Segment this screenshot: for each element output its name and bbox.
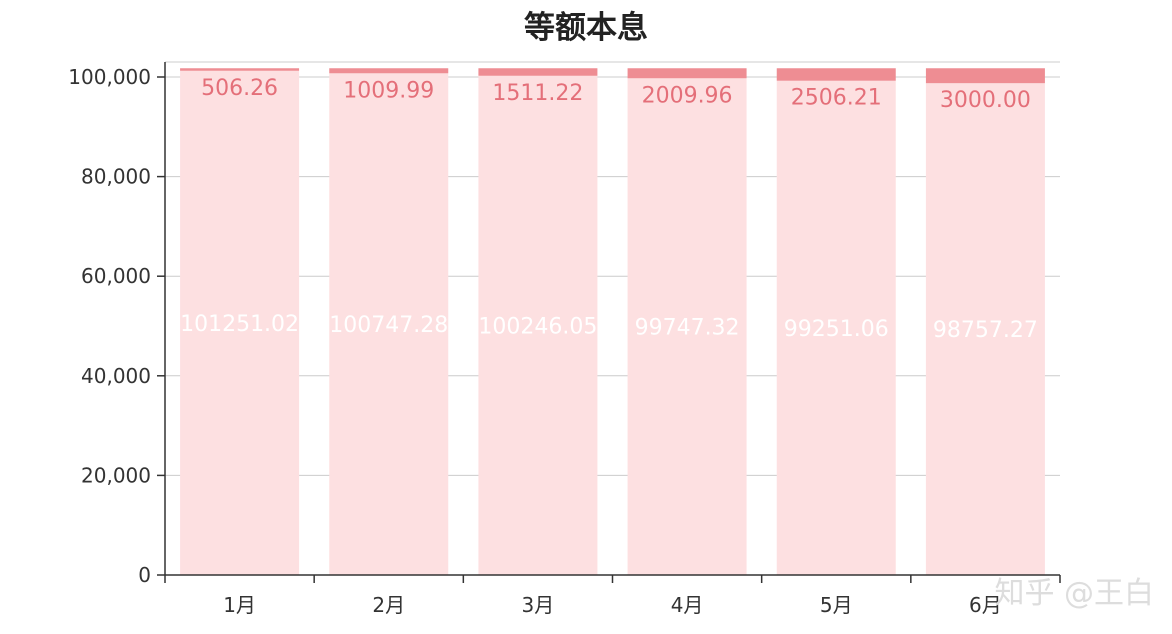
grid-lines <box>165 61 1060 476</box>
y-tick-label: 60,000 <box>81 264 151 288</box>
bar-segment <box>478 75 598 576</box>
x-tick-label: 2月 <box>372 593 405 617</box>
y-tick-label: 40,000 <box>81 364 151 388</box>
bar-segment <box>925 68 1045 84</box>
bar-segment <box>329 68 449 74</box>
data-label: 1511.22 <box>492 81 583 106</box>
bar-segment <box>776 68 896 81</box>
y-tick-label: 80,000 <box>81 165 151 189</box>
bar-segment <box>329 73 449 575</box>
y-tick-label: 0 <box>138 563 151 587</box>
x-tick-label: 5月 <box>820 593 853 617</box>
watermark: 知乎 @王白 <box>994 576 1154 611</box>
bar-segment <box>925 83 1045 576</box>
data-label: 2506.21 <box>791 86 882 111</box>
bar-segment <box>180 68 300 71</box>
data-label: 100747.28 <box>329 313 448 338</box>
data-labels: 101251.02 506.26 100747.28 1009.99 100246.05… <box>180 76 1038 343</box>
data-label: 99747.32 <box>635 316 740 341</box>
axes: 0 20,000 40,000 60,000 80,000 100,000 1月 2月 3月 4月… <box>68 62 1061 617</box>
bar-segment <box>627 78 747 575</box>
x-tick-label: 4月 <box>671 593 704 617</box>
data-label: 101251.02 <box>180 312 299 337</box>
bar-segment <box>180 70 300 575</box>
data-label: 1009.99 <box>343 78 434 103</box>
data-label: 506.26 <box>201 76 278 101</box>
x-tick-label: 3月 <box>522 593 555 617</box>
data-label: 3000.00 <box>940 88 1031 113</box>
data-label: 98757.27 <box>933 318 1038 343</box>
data-label: 99251.06 <box>784 317 889 342</box>
bar-segment <box>776 80 896 575</box>
x-tick-label: 1月 <box>223 593 256 617</box>
bar-segment <box>478 68 598 76</box>
bar-segment <box>627 68 747 79</box>
data-label: 2009.96 <box>642 83 733 108</box>
y-tick-label: 20,000 <box>81 463 151 487</box>
chart-title: 等额本息 <box>524 10 648 46</box>
bars <box>180 68 1045 576</box>
data-label: 100246.05 <box>478 314 597 339</box>
y-tick-label: 100,000 <box>68 65 151 89</box>
x-tick-label: 6月 <box>969 593 1002 617</box>
